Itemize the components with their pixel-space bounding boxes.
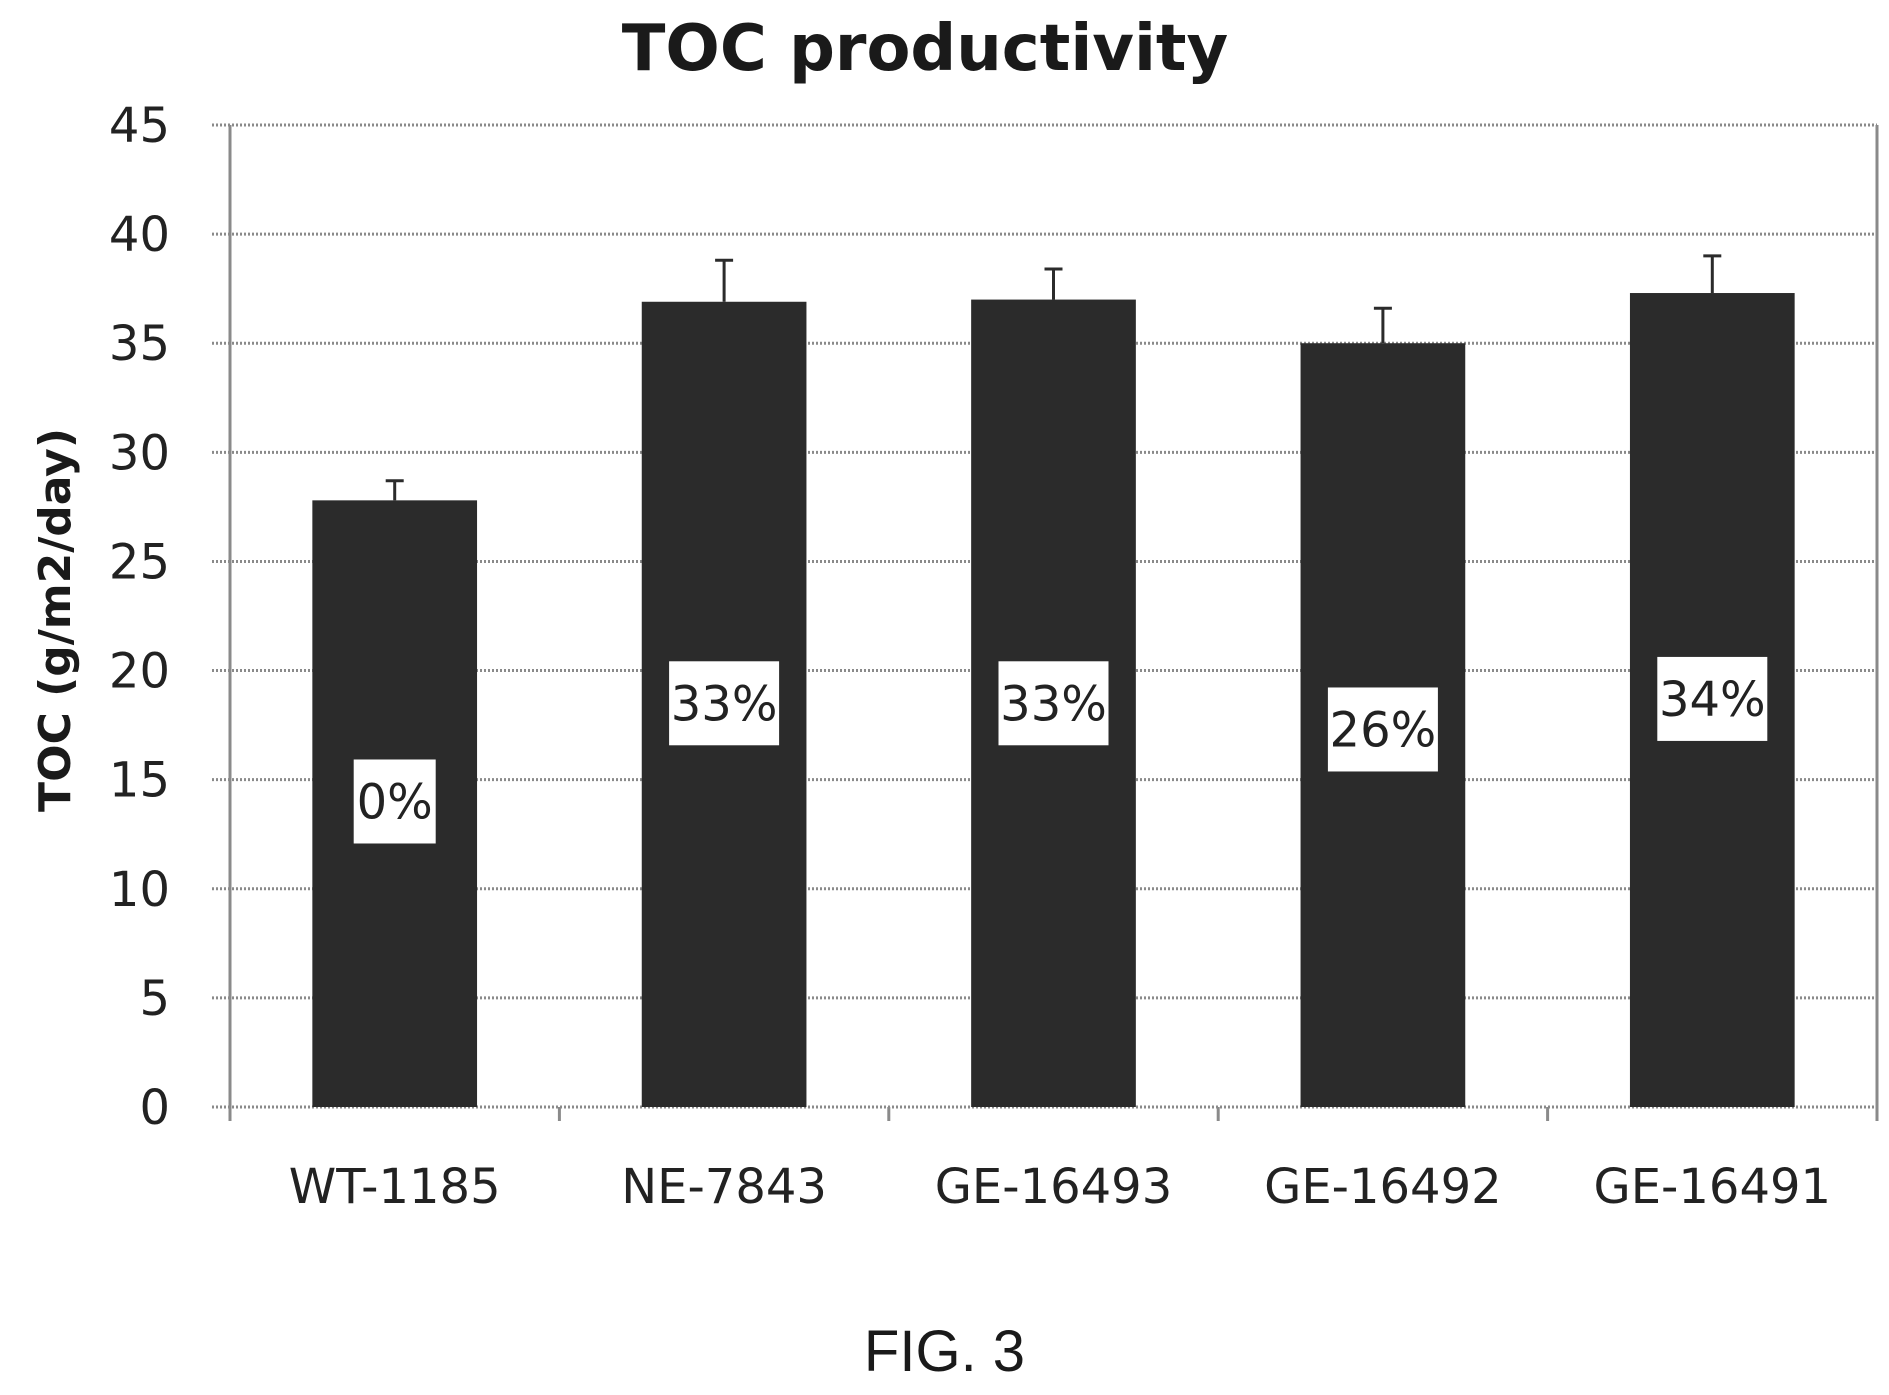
y-tick-label: 25 bbox=[109, 534, 170, 590]
bar-label: 26% bbox=[1330, 702, 1437, 758]
x-tick-label: GE-16491 bbox=[1594, 1159, 1832, 1215]
bar-label-box bbox=[998, 661, 1109, 746]
y-tick-labels: 0 5 10 15 20 25 30 35 40 45 bbox=[109, 98, 170, 1136]
y-tick-label: 0 bbox=[139, 1080, 170, 1136]
chart-title: TOC productivity bbox=[622, 12, 1228, 86]
x-tick-label: WT-1185 bbox=[289, 1159, 501, 1215]
x-tick-label: GE-16493 bbox=[935, 1159, 1173, 1215]
y-tick-label: 35 bbox=[109, 316, 170, 372]
x-tick-labels: WT-1185 NE-7843 GE-16493 GE-16492 GE-16491 bbox=[289, 1159, 1831, 1215]
x-tick-label: GE-16492 bbox=[1264, 1159, 1502, 1215]
x-tick-label: NE-7843 bbox=[621, 1159, 827, 1215]
axes bbox=[228, 125, 1879, 1121]
bar-label: 33% bbox=[1000, 676, 1107, 732]
bar-label: 33% bbox=[671, 676, 778, 732]
y-tick-label: 20 bbox=[109, 644, 170, 700]
y-tick-label: 10 bbox=[109, 862, 170, 918]
bar-labels: 0% 33% 33% 26% 34% bbox=[353, 656, 1768, 844]
bar-label-box bbox=[353, 759, 436, 844]
error-bars bbox=[385, 254, 1722, 501]
y-tick-label: 5 bbox=[139, 971, 170, 1027]
y-tick-label: 30 bbox=[109, 425, 170, 481]
y-axis-label: TOC (g/m2/day) bbox=[30, 428, 81, 812]
y-tick-label: 15 bbox=[109, 753, 170, 809]
figure-caption: FIG. 3 bbox=[863, 1319, 1026, 1384]
bar-label-box bbox=[1657, 656, 1768, 741]
y-tick-label: 40 bbox=[109, 207, 170, 263]
bar-label-box bbox=[1327, 687, 1438, 772]
y-tick-label: 45 bbox=[109, 98, 170, 154]
bar-label: 0% bbox=[357, 774, 433, 830]
bar-label: 34% bbox=[1659, 672, 1766, 728]
bar-label-box bbox=[669, 661, 780, 746]
